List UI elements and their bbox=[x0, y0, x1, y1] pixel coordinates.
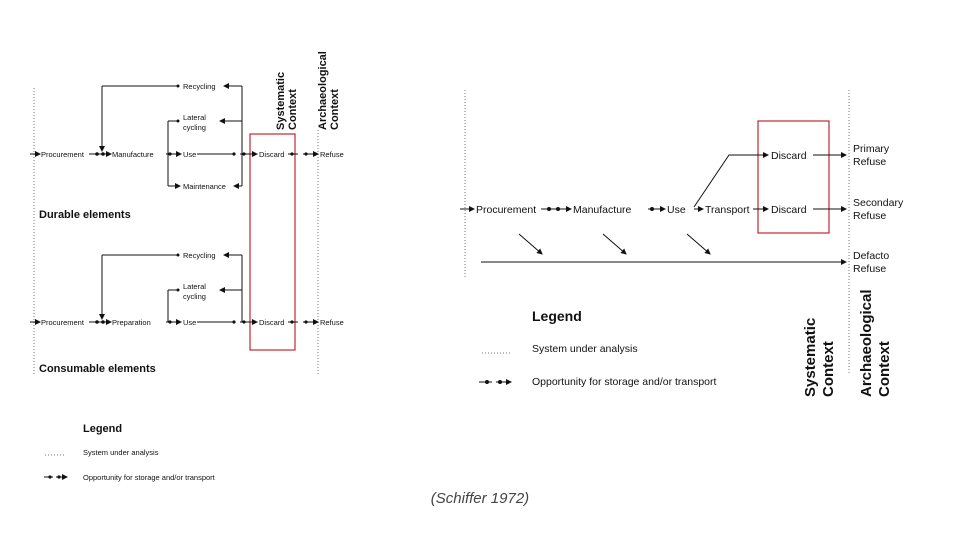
right-primary-refuse-label-1: Primary bbox=[853, 143, 890, 155]
durable-recycling-label: Recycling bbox=[183, 82, 216, 91]
durable-refuse-label: Refuse bbox=[320, 150, 344, 159]
durable-procurement-label: Procurement bbox=[41, 150, 85, 159]
consumable-flow: Procurement Preparation Use Discard Refu… bbox=[30, 251, 344, 375]
left-legend: Legend System under analysis Opportunity… bbox=[44, 423, 216, 482]
svg-text:Context: Context bbox=[329, 89, 341, 130]
svg-text:Context: Context bbox=[876, 341, 893, 397]
svg-text:Archaeological: Archaeological bbox=[317, 51, 329, 130]
consumable-use-label: Use bbox=[183, 318, 196, 327]
svg-text:Systematic: Systematic bbox=[802, 318, 819, 397]
left-legend-title: Legend bbox=[83, 423, 122, 435]
consumable-lateral-label-2: cycling bbox=[183, 292, 206, 301]
right-secondary-refuse-label-2: Refuse bbox=[853, 210, 886, 222]
right-legend-storage: Opportunity for storage and/or transport bbox=[532, 376, 717, 388]
right-systematic-context-header: Systematic Context bbox=[802, 318, 837, 397]
right-diagram: Procurement Manufacture Use Transport Di… bbox=[460, 90, 904, 397]
svg-text:Context: Context bbox=[820, 341, 837, 397]
right-transport-label: Transport bbox=[705, 204, 750, 216]
consumable-recycling-label: Recycling bbox=[183, 251, 216, 260]
right-secondary-refuse-label-1: Secondary bbox=[853, 197, 904, 209]
consumable-refuse-label: Refuse bbox=[320, 318, 344, 327]
durable-lateral-label-2: cycling bbox=[183, 123, 206, 132]
figure-caption: (Schiffer 1972) bbox=[430, 490, 530, 507]
durable-flow: Procurement Manufacture Use Discard Refu… bbox=[30, 82, 344, 221]
right-discard-highlight-box bbox=[757, 120, 830, 234]
consumable-preparation-label: Preparation bbox=[112, 318, 151, 327]
right-defacto-refuse-label-1: Defacto bbox=[853, 250, 889, 262]
durable-discard-label: Discard bbox=[259, 150, 284, 159]
right-defacto-refuse-label-2: Refuse bbox=[853, 263, 886, 275]
left-discard-highlight-box bbox=[249, 133, 296, 351]
left-archaeological-context-header: Archaeological Context bbox=[317, 51, 341, 130]
right-use-label: Use bbox=[667, 204, 686, 216]
consumable-procurement-label: Procurement bbox=[41, 318, 85, 327]
right-procurement-label: Procurement bbox=[476, 204, 536, 216]
durable-lateral-label-1: Lateral bbox=[183, 113, 206, 122]
right-discard-top-label: Discard bbox=[771, 150, 807, 162]
right-legend-system: System under analysis bbox=[532, 343, 638, 355]
right-legend-title: Legend bbox=[532, 308, 582, 324]
right-primary-refuse-label-2: Refuse bbox=[853, 156, 886, 168]
consumable-elements-label: Consumable elements bbox=[39, 363, 156, 375]
left-legend-system: System under analysis bbox=[83, 448, 159, 457]
consumable-discard-label: Discard bbox=[259, 318, 284, 327]
svg-text:Context: Context bbox=[287, 89, 299, 130]
durable-manufacture-label: Manufacture bbox=[112, 150, 154, 159]
durable-elements-label: Durable elements bbox=[39, 209, 131, 221]
right-manufacture-label: Manufacture bbox=[573, 204, 632, 216]
svg-text:Archaeological: Archaeological bbox=[858, 289, 875, 397]
right-archaeological-context-header: Archaeological Context bbox=[858, 289, 893, 397]
left-diagram: Systematic Context Archaeological Contex… bbox=[30, 51, 344, 482]
right-legend: Legend System under analysis Opportunity… bbox=[479, 308, 717, 388]
svg-text:Systematic: Systematic bbox=[275, 72, 287, 130]
right-discard-bottom-label: Discard bbox=[771, 204, 807, 216]
consumable-lateral-label-1: Lateral bbox=[183, 282, 206, 291]
left-systematic-context-header: Systematic Context bbox=[275, 72, 299, 130]
left-legend-storage: Opportunity for storage and/or transport bbox=[83, 473, 216, 482]
durable-maintenance-label: Maintenance bbox=[183, 182, 226, 191]
durable-use-label: Use bbox=[183, 150, 196, 159]
